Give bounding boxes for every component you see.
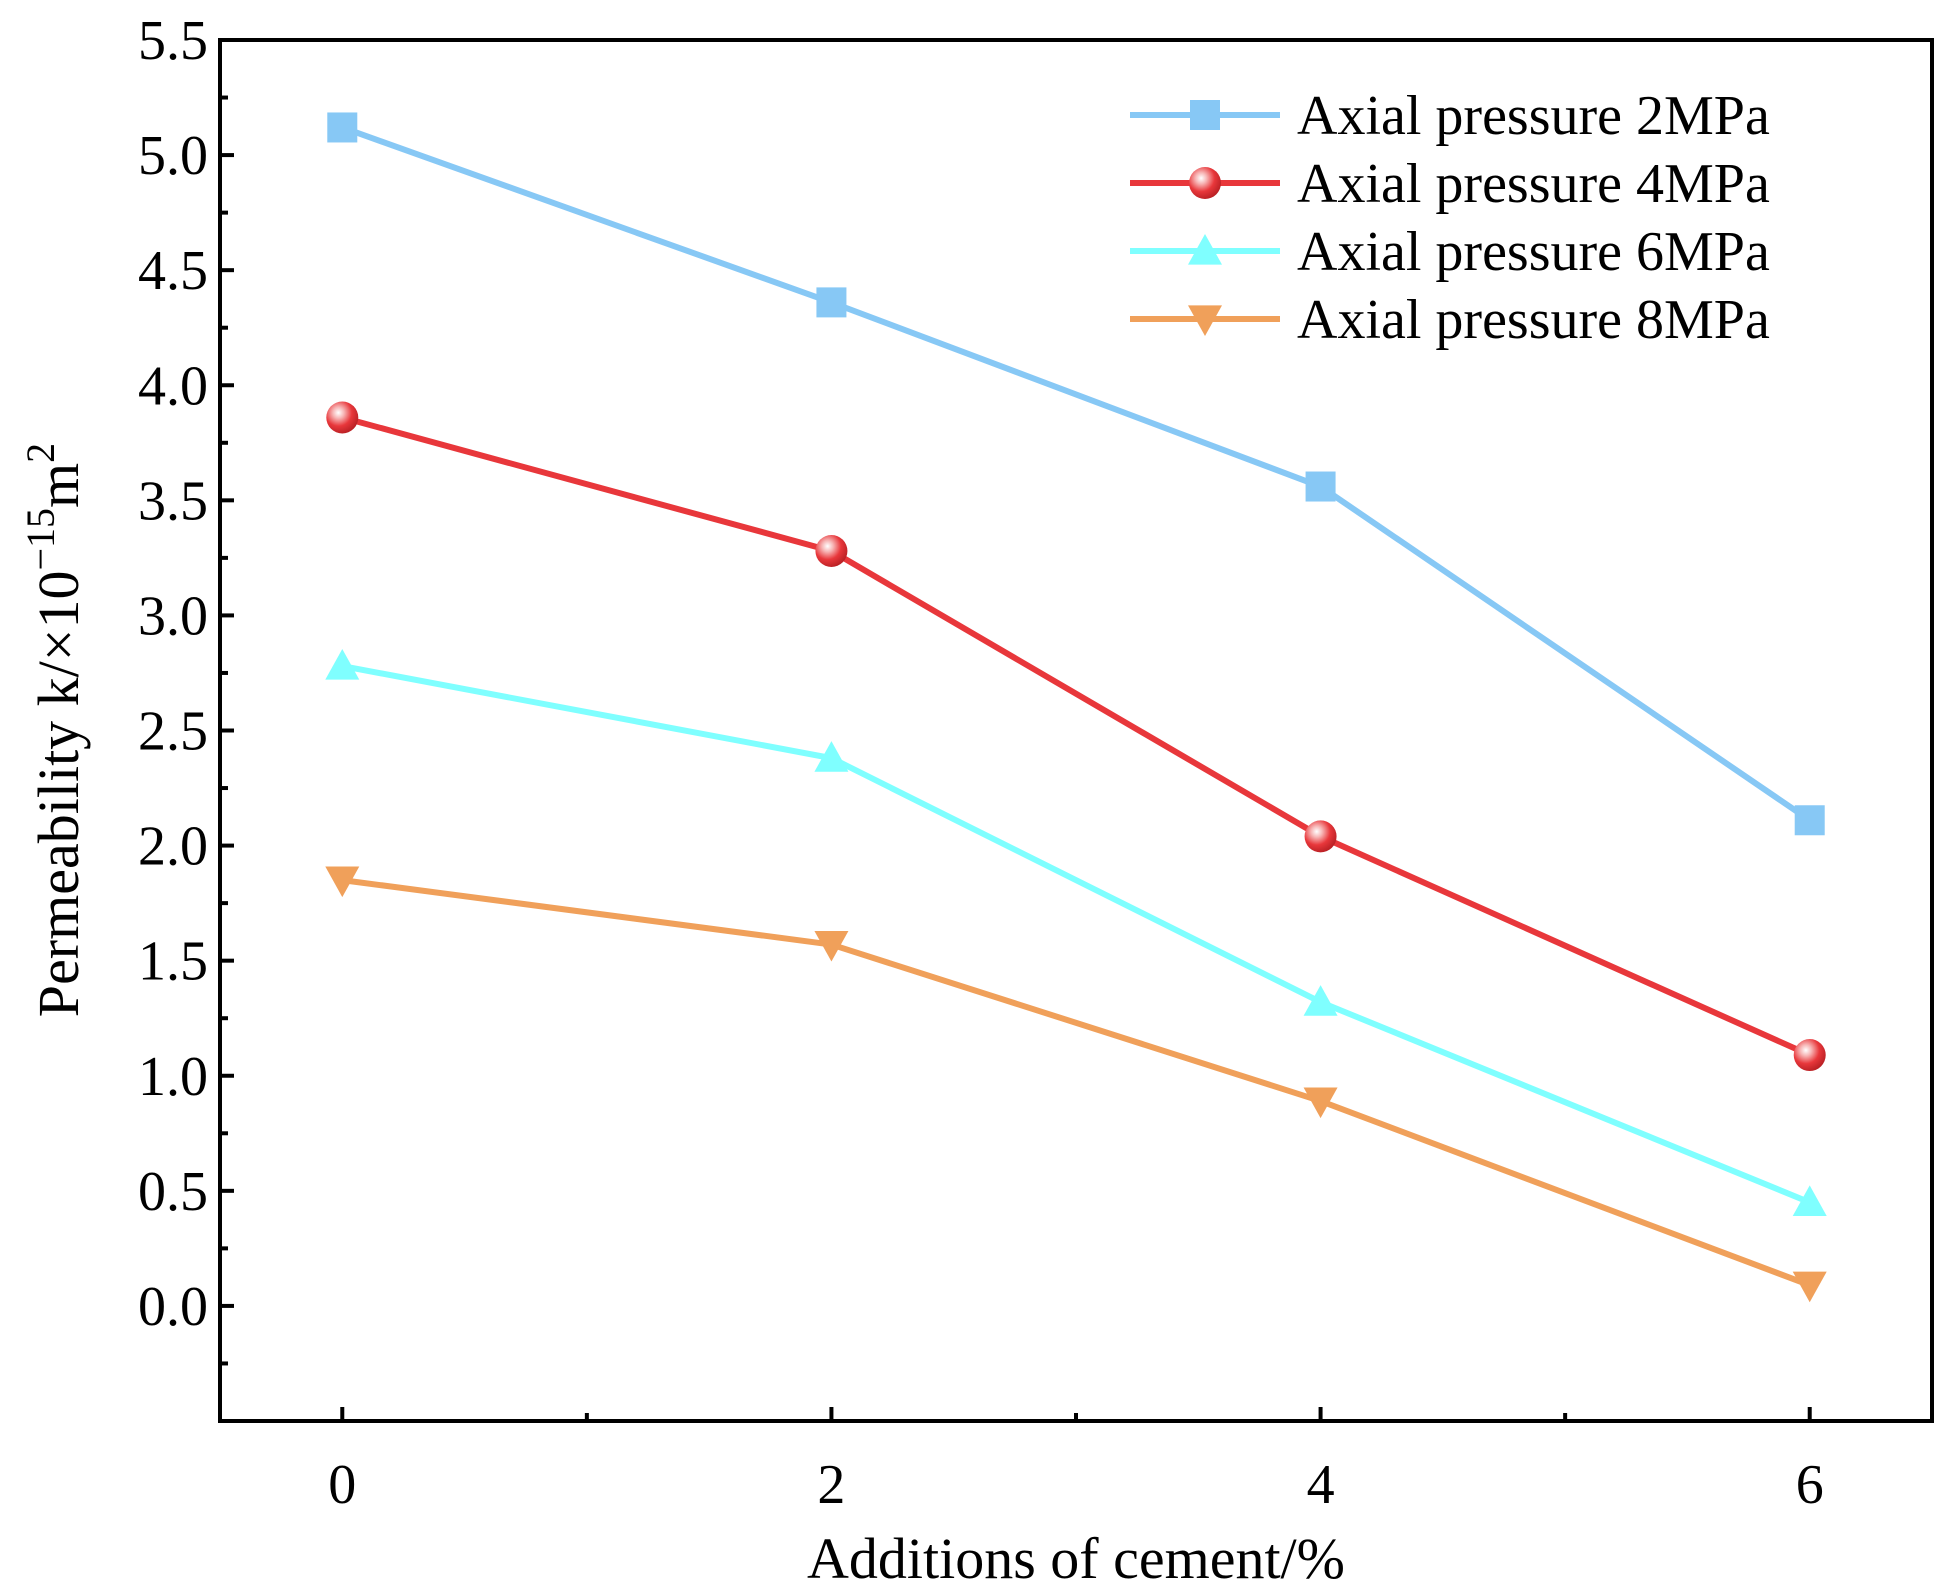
x-tick-label: 0	[328, 1454, 356, 1516]
y-axis-title-exponent: −15	[18, 508, 63, 571]
data-point	[1792, 1271, 1827, 1303]
y-tick-label: 3.0	[138, 585, 208, 647]
series-line-2	[341, 414, 1811, 1058]
legend-label: Axial pressure 8MPa	[1297, 289, 1770, 351]
x-tick-label: 2	[817, 1454, 845, 1516]
series-line-4	[341, 877, 1811, 1289]
data-point	[325, 866, 360, 898]
series-layer	[325, 112, 1827, 1303]
svg-text:Permeability k/×10−15m2: Permeability k/×10−15m2	[18, 443, 91, 1017]
y-tick-label: 0.5	[138, 1161, 208, 1223]
legend-marker	[1190, 100, 1220, 130]
data-point	[327, 112, 358, 143]
data-point	[1794, 805, 1825, 836]
data-point	[816, 287, 847, 318]
y-axis: 0.0 0.5 1.0 1.5 2.0 2.5 3.0 3.5 4.0 4.5 5.0 5.5	[138, 10, 234, 1366]
y-tick-label: 4.0	[138, 355, 208, 417]
data-point	[814, 741, 849, 772]
data-point	[1793, 1039, 1826, 1072]
y-tick-label: 5.5	[138, 10, 208, 72]
y-tick-label: 3.5	[138, 470, 208, 532]
series-line-3	[341, 663, 1811, 1206]
y-axis-title-unit: m	[26, 463, 91, 508]
y-tick-label: 1.0	[138, 1046, 208, 1108]
y-tick-label: 2.0	[138, 816, 208, 878]
x-axis: 0 2 4 6	[328, 1407, 1824, 1516]
y-axis-title-prefix: Permeability k/×10	[26, 570, 91, 1017]
legend-marker	[1188, 305, 1222, 336]
legend-label: Axial pressure 4MPa	[1297, 153, 1770, 215]
y-tick-label: 2.5	[138, 701, 208, 763]
legend-label: Axial pressure 2MPa	[1297, 85, 1770, 147]
data-point	[1304, 820, 1337, 853]
x-tick-label: 6	[1796, 1454, 1824, 1516]
y-axis-title-unit-exponent: 2	[18, 443, 63, 463]
y-tick-label: 0.0	[138, 1276, 208, 1338]
legend-marker	[1189, 167, 1221, 199]
x-axis-title: Additions of cement/%	[807, 1526, 1345, 1591]
y-tick-label: 4.5	[138, 240, 208, 302]
data-point	[1305, 471, 1336, 502]
legend-marker	[1188, 234, 1222, 265]
y-axis-title: Permeability k/×10−15m2	[18, 443, 91, 1017]
data-point	[1303, 1087, 1338, 1119]
data-point	[325, 649, 360, 680]
series-line-1	[341, 124, 1812, 823]
data-point	[326, 401, 359, 434]
y-tick-label: 1.5	[138, 931, 208, 993]
y-tick-label: 5.0	[138, 125, 208, 187]
data-point	[814, 930, 849, 962]
data-point	[1303, 985, 1338, 1016]
legend-label: Axial pressure 6MPa	[1297, 221, 1770, 283]
data-point	[815, 534, 848, 567]
x-tick-label: 4	[1307, 1454, 1335, 1516]
data-point	[1792, 1185, 1827, 1216]
